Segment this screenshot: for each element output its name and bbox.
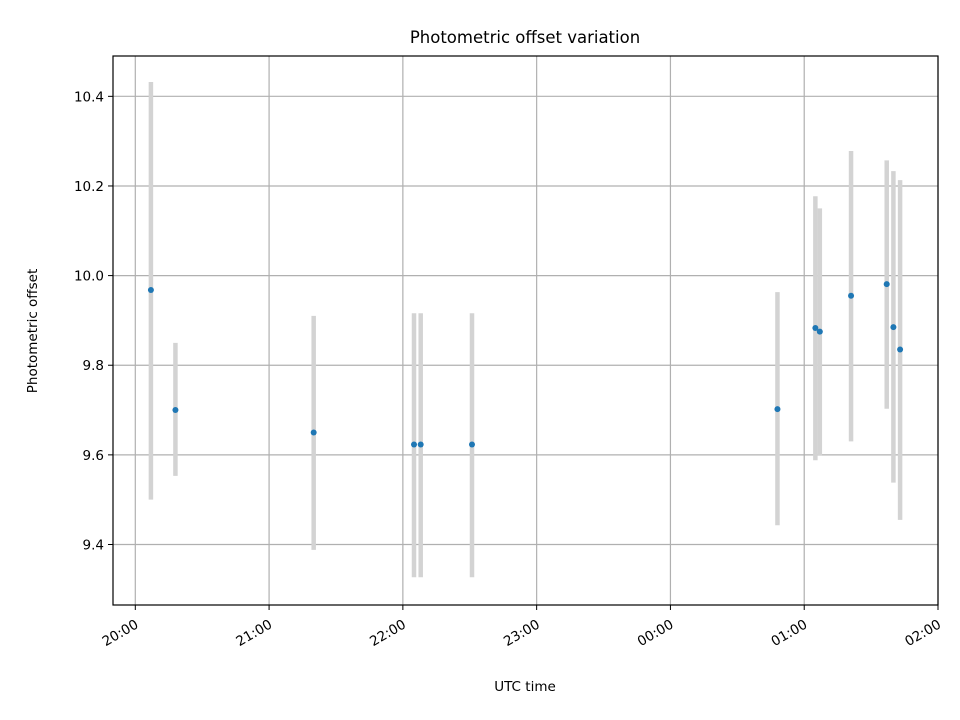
y-tick-label: 10.2 — [74, 179, 104, 195]
y-tick-label: 9.4 — [83, 537, 104, 553]
data-point — [411, 441, 418, 448]
data-point — [812, 325, 819, 332]
data-point — [172, 407, 179, 414]
y-axis-ticks: 9.4 9.6 9.8 10.0 10.2 10.4 — [74, 89, 113, 553]
data-point — [147, 286, 154, 293]
plot-frame — [112, 55, 939, 606]
x-axis-label: UTC time — [494, 679, 556, 695]
data-point — [890, 324, 897, 331]
data-point — [883, 281, 890, 288]
data-point — [848, 292, 855, 299]
chart-title: Photometric offset variation — [410, 28, 640, 47]
data-point — [816, 328, 823, 335]
x-tick-label: 00:00 — [635, 617, 677, 650]
data-point — [468, 441, 475, 448]
x-tick-label: 20:00 — [100, 617, 142, 650]
x-tick-label: 21:00 — [233, 617, 275, 650]
x-tick-label: 01:00 — [769, 617, 811, 650]
x-tick-label: 02:00 — [902, 617, 944, 650]
x-tick-label: 22:00 — [367, 617, 409, 650]
data-point — [897, 346, 904, 353]
data-point — [774, 406, 781, 413]
y-tick-label: 9.6 — [83, 448, 104, 464]
data-point — [417, 441, 424, 448]
y-tick-label: 10.0 — [74, 269, 104, 285]
y-tick-label: 9.8 — [83, 358, 104, 374]
data-points — [147, 281, 904, 448]
x-axis-ticks: 20:00 21:00 22:00 23:00 00:00 01:00 02:00 — [100, 605, 944, 650]
y-tick-label: 10.4 — [74, 89, 104, 105]
x-tick-label: 23:00 — [501, 617, 543, 650]
grid-lines — [113, 56, 939, 605]
y-axis-label: Photometric offset — [25, 269, 41, 393]
error-bars — [148, 81, 903, 578]
data-point — [310, 429, 317, 436]
